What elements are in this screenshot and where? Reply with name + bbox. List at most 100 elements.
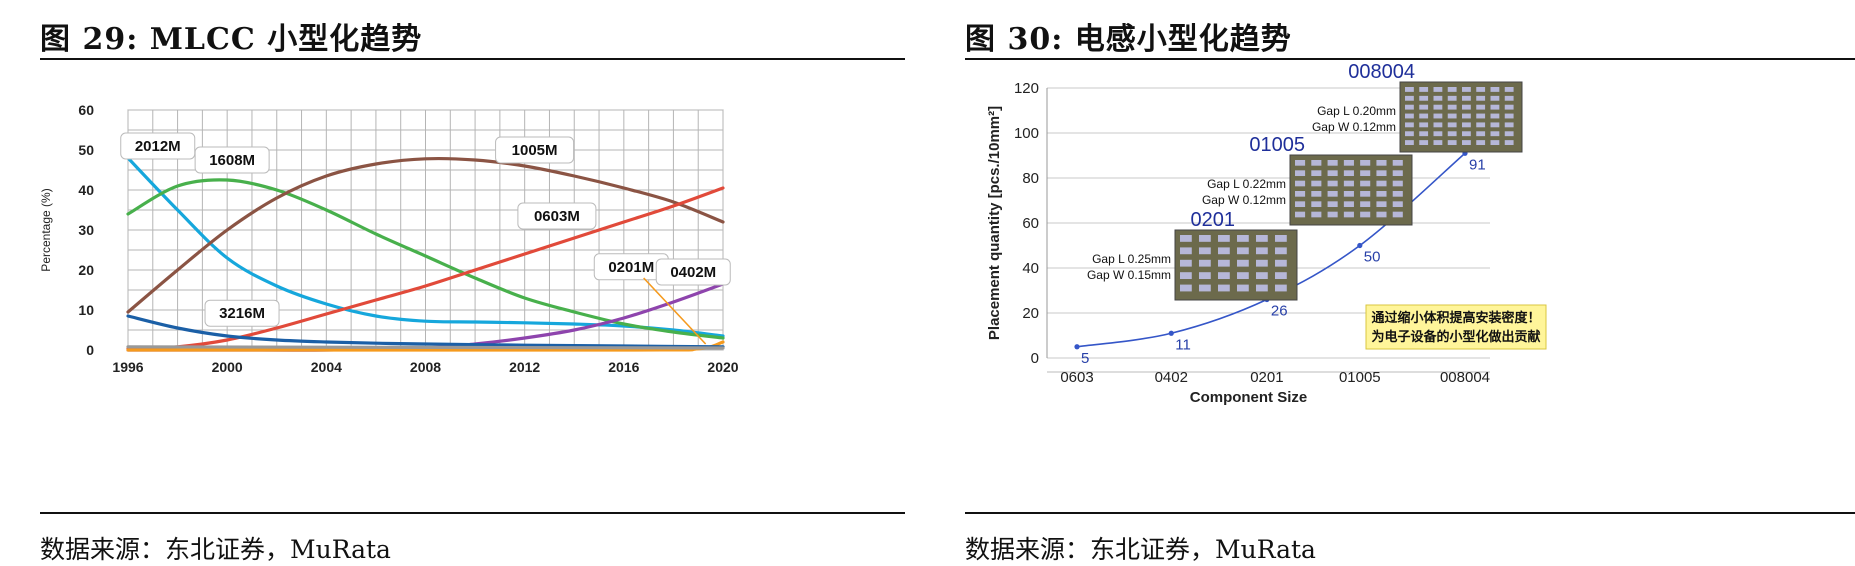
component-pad: [1295, 201, 1306, 208]
series-label: 3216M: [219, 305, 265, 322]
component-pad: [1433, 87, 1443, 92]
gap-l-label: Gap L 0.20mm: [1317, 104, 1396, 118]
x-tick-label: 0603: [1060, 369, 1093, 386]
component-pad: [1392, 170, 1403, 177]
component-pad: [1447, 104, 1457, 110]
component-pad: [1256, 235, 1268, 242]
size-label: 0201: [1191, 209, 1236, 231]
component-pad: [1504, 122, 1514, 128]
callout-box: [204, 299, 280, 327]
component-pad: [1311, 160, 1322, 166]
component-pad: [1237, 235, 1249, 242]
y-tick-label: 120: [1014, 80, 1039, 97]
gap-l-label: Gap L 0.25mm: [1092, 252, 1171, 266]
component-pad: [1295, 160, 1306, 166]
y-tick-label: 50: [78, 142, 94, 158]
x-tick-label: 0402: [1155, 369, 1188, 386]
component-pad: [1462, 87, 1471, 92]
data-label: 26: [1271, 303, 1288, 320]
component-pad: [1237, 247, 1249, 255]
component-pad: [1360, 201, 1371, 208]
component-pad: [1311, 191, 1322, 197]
component-pad: [1476, 131, 1486, 137]
component-pad: [1419, 131, 1429, 137]
component-pad: [1327, 191, 1338, 197]
component-pad: [1419, 122, 1429, 128]
data-point: [1074, 344, 1080, 350]
component-pad: [1218, 259, 1230, 267]
component-pad: [1419, 113, 1429, 119]
component-pad: [1504, 131, 1514, 137]
component-pad: [1490, 104, 1500, 110]
component-pad: [1462, 104, 1471, 110]
component-pad: [1376, 211, 1387, 218]
series-label: 1005M: [512, 142, 558, 159]
x-tick-label: 2000: [212, 359, 243, 375]
data-label: 11: [1175, 336, 1191, 353]
component-pad: [1376, 170, 1387, 177]
component-pad: [1275, 259, 1287, 267]
component-pad: [1275, 284, 1287, 292]
component-pad: [1237, 272, 1249, 280]
y-tick-label: 10: [78, 302, 94, 318]
chart-body: 0 20 40 60 80 100 120 0603 0402 0201 01005 008004 Co…: [986, 61, 1547, 406]
component-pad: [1360, 170, 1371, 177]
component-pad: [1405, 87, 1414, 92]
series-label: 0603M: [534, 208, 580, 225]
callout-box: [655, 258, 731, 286]
component-pad: [1476, 104, 1486, 110]
component-pad: [1180, 235, 1192, 242]
callout-box: [120, 132, 196, 160]
component-pad: [1433, 122, 1443, 128]
component-pad: [1295, 211, 1306, 218]
component-pad: [1504, 95, 1514, 101]
y-axis-label: Placement quantity [pcs./10mm²]: [986, 106, 1003, 340]
component-photo: [1399, 81, 1523, 153]
component-pad: [1275, 272, 1287, 280]
component-pad: [1490, 95, 1500, 101]
series-line-3216M: [126, 314, 725, 349]
title-rule: [965, 58, 1855, 60]
x-tick-label: 2012: [509, 359, 540, 375]
series-label: 0201M: [608, 259, 654, 276]
component-pad: [1405, 140, 1414, 146]
x-axis-label: Component Size: [1190, 389, 1308, 406]
gap-l-label: Gap L 0.22mm: [1207, 177, 1286, 191]
component-pad: [1476, 122, 1486, 128]
component-pad: [1392, 201, 1403, 208]
component-pad: [1343, 211, 1354, 218]
component-pad: [1392, 191, 1403, 197]
component-pad: [1360, 160, 1371, 166]
component-pad: [1462, 113, 1471, 119]
component-pad: [1180, 272, 1192, 280]
x-tick-label: 2008: [410, 359, 441, 375]
component-pad: [1218, 235, 1230, 242]
x-tick-label: 2016: [608, 359, 639, 375]
callout-box: [495, 136, 575, 164]
component-pad: [1419, 95, 1429, 101]
gap-w-label: Gap W 0.12mm: [1312, 120, 1396, 134]
component-pad: [1376, 201, 1387, 208]
component-pad: [1327, 201, 1338, 208]
mlcc-chart: 0 10 20 30 40 50 60 1996 2000 2004 2008 2012 2016 202…: [39, 102, 739, 375]
component-pad: [1343, 201, 1354, 208]
component-pad: [1490, 140, 1500, 146]
inductor-chart: 0 20 40 60 80 100 120 0603 0402 0201 01005 008004 Co…: [986, 61, 1547, 406]
callout-leader: [643, 277, 707, 345]
component-pad: [1295, 180, 1306, 187]
data-label: 50: [1364, 249, 1381, 266]
component-pad: [1256, 284, 1268, 292]
component-pad: [1199, 272, 1211, 280]
y-tick-label: 20: [78, 262, 94, 278]
component-pad: [1447, 122, 1457, 128]
component-pad: [1376, 160, 1387, 166]
component-pad: [1504, 87, 1514, 92]
component-pad: [1405, 95, 1414, 101]
component-pad: [1476, 113, 1486, 119]
component-pad: [1476, 140, 1486, 146]
y-tick-label: 30: [78, 222, 94, 238]
y-tick-label: 40: [1022, 260, 1039, 277]
component-pad: [1275, 247, 1287, 255]
y-axis-label: Percentage (%): [39, 188, 53, 271]
y-tick-label: 80: [1022, 170, 1039, 187]
